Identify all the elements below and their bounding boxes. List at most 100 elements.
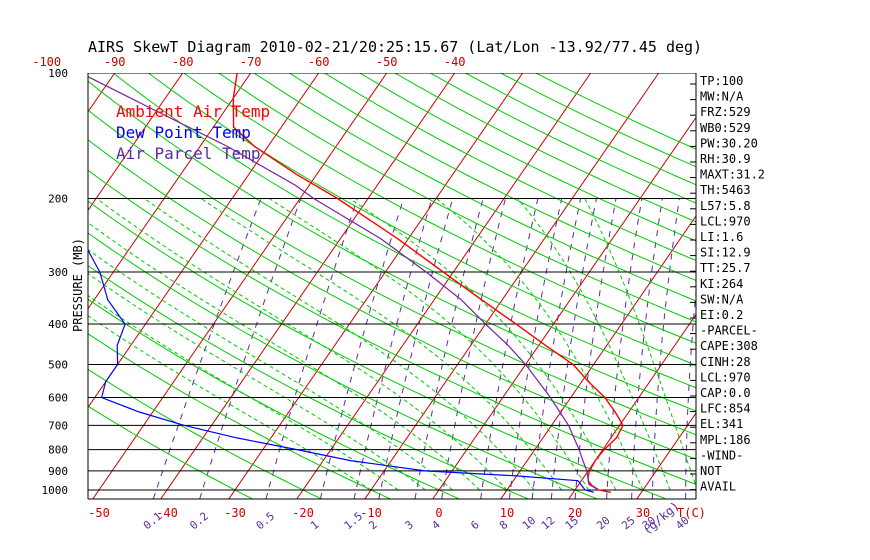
stats-item: LI:1.6 [700, 230, 743, 244]
dry-adiabat-line [88, 232, 598, 499]
mixing-ratio-line [531, 198, 582, 499]
pressure-tick-label: 800 [48, 444, 68, 457]
dry-adiabat-line [218, 73, 696, 323]
legend-ambient: Ambient Air Temp [116, 102, 270, 121]
stats-item: -PARCEL- [700, 324, 758, 338]
stats-item: CAP:0.0 [700, 386, 751, 400]
stats-item: CINH:28 [700, 355, 751, 369]
bottom-temp-tick: -10 [360, 506, 382, 520]
mixing-ratio-line [199, 198, 302, 499]
dry-adiabat-line [253, 73, 696, 302]
bottom-temp-tick: 10 [500, 506, 514, 520]
dry-adiabat-line [88, 368, 322, 499]
moist-adiabat-line [584, 198, 696, 488]
isotherm-line [773, 73, 870, 499]
isotherm-line [636, 412, 696, 499]
pressure-tick-label: 300 [48, 266, 68, 279]
chart-title: AIRS SkewT Diagram 2010-02-21/20:25:15.6… [88, 38, 702, 56]
x-axis-unit-label: T(C) [677, 506, 706, 520]
stats-item: FRZ:529 [700, 105, 751, 119]
stats-item: RH:30.9 [700, 152, 751, 166]
stats-item: WB0:529 [700, 121, 751, 135]
parcel-temp-line [88, 76, 600, 491]
dry-adiabat-line [88, 80, 696, 412]
moist-adiabat-line [144, 198, 535, 491]
isotherm-line [160, 73, 456, 499]
dry-adiabat-line [183, 73, 696, 344]
dry-adiabat-line [465, 73, 696, 186]
dry-adiabat-line [359, 73, 696, 242]
pressure-tick-label: 600 [48, 392, 68, 405]
moist-adiabat-line [88, 222, 481, 491]
mixing-ratio-line [152, 198, 262, 499]
stats-item: MW:N/A [700, 90, 744, 104]
mixing-ratio-line [685, 286, 696, 499]
dry-adiabat-line [88, 109, 696, 436]
mixing-ratio-line [441, 198, 506, 499]
dry-adiabat-line [394, 73, 696, 223]
bottom-temp-tick: 0 [435, 506, 442, 520]
bottom-temp-tick: -30 [224, 506, 246, 520]
stats-item: CAPE:308 [700, 339, 758, 353]
mixing-ratio-label: 0.5 [254, 510, 278, 533]
pressure-tick-label: 100 [48, 67, 68, 80]
dry-adiabat-lines [88, 73, 696, 499]
bottom-temperature-ticks: -50 -40 -30 -20 -10 0 10 20 30 [88, 506, 650, 520]
stats-item: LCL:970 [700, 214, 751, 228]
mixing-ratio-line [265, 198, 358, 499]
dry-adiabat-line [88, 405, 253, 499]
legend-dewpoint: Dew Point Temp [116, 123, 251, 142]
mixing-ratio-line [550, 198, 597, 499]
stats-item: EI:0.2 [700, 308, 743, 322]
top-temp-tick: -100 [32, 55, 61, 69]
mixing-ratio-line [319, 198, 404, 499]
mixing-ratio-label: 10 [520, 514, 539, 532]
dry-adiabat-line [289, 73, 696, 282]
sounding-series [88, 73, 624, 493]
stats-item: KI:264 [700, 277, 743, 291]
isobar-lines [88, 73, 696, 491]
stats-item: PW:30.20 [700, 136, 758, 150]
mixing-ratio-line [508, 198, 563, 499]
top-temp-tick: -60 [308, 55, 330, 69]
isotherm-line [0, 73, 47, 499]
moist-adiabat-line [436, 198, 644, 491]
bottom-temp-tick: 30 [636, 506, 650, 520]
mixing-ratio-line [353, 198, 433, 499]
pressure-tick-label: 500 [48, 359, 68, 372]
stats-item: AVAIL [700, 480, 736, 494]
stats-item: LFC:854 [700, 402, 751, 416]
dry-adiabat-line [88, 139, 696, 460]
stats-item: TP:100 [700, 74, 743, 88]
mixing-ratio-line [606, 198, 643, 499]
dry-adiabat-line [88, 169, 696, 485]
stats-item: NOT [700, 464, 722, 478]
stats-item: MAXT:31.2 [700, 168, 765, 182]
dry-adiabat-line [88, 333, 391, 499]
bottom-temp-tick: 20 [568, 506, 582, 520]
stats-item: SW:N/A [700, 292, 744, 306]
stats-item: TT:25.7 [700, 261, 751, 275]
dry-adiabat-line [535, 73, 696, 150]
isotherm-line [88, 73, 184, 212]
mixing-ratio-label: 6 [468, 518, 481, 532]
bottom-temp-tick: -40 [156, 506, 178, 520]
mixing-ratio-lines [152, 198, 696, 499]
stats-item: LCL:970 [700, 370, 751, 384]
mixing-ratio-label: 0.2 [187, 510, 211, 533]
mixing-ratio-label: 12 [539, 514, 558, 532]
y-axis-label: PRESSURE (MB) [71, 238, 85, 332]
isotherm-line [432, 116, 696, 499]
stats-item: EL:341 [700, 417, 743, 431]
mixing-ratio-line [480, 198, 539, 499]
top-temp-tick: -90 [104, 55, 126, 69]
mixing-ratio-label: 20 [594, 514, 613, 532]
pressure-tick-label: 700 [48, 419, 68, 432]
mixing-ratio-line [378, 198, 454, 499]
dry-adiabat-line [500, 73, 696, 168]
top-temp-tick: -80 [172, 55, 194, 69]
mixing-ratio-label: 8 [497, 518, 510, 532]
top-temp-tick: -70 [240, 55, 262, 69]
